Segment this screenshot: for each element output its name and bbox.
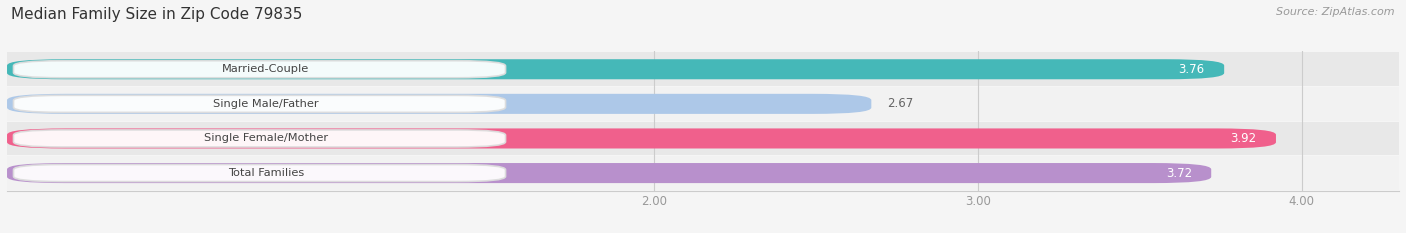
- Text: 3.92: 3.92: [1230, 132, 1257, 145]
- Text: 3.72: 3.72: [1166, 167, 1192, 180]
- Text: Median Family Size in Zip Code 79835: Median Family Size in Zip Code 79835: [11, 7, 302, 22]
- Text: Source: ZipAtlas.com: Source: ZipAtlas.com: [1277, 7, 1395, 17]
- FancyBboxPatch shape: [7, 94, 872, 114]
- FancyBboxPatch shape: [7, 163, 1211, 183]
- FancyBboxPatch shape: [7, 87, 1399, 121]
- Text: Single Female/Mother: Single Female/Mother: [204, 134, 328, 144]
- Text: Single Male/Father: Single Male/Father: [214, 99, 319, 109]
- FancyBboxPatch shape: [14, 61, 506, 78]
- FancyBboxPatch shape: [7, 52, 1399, 86]
- Text: 3.76: 3.76: [1178, 63, 1205, 76]
- FancyBboxPatch shape: [14, 95, 506, 112]
- FancyBboxPatch shape: [7, 156, 1399, 190]
- FancyBboxPatch shape: [7, 128, 1277, 148]
- FancyBboxPatch shape: [7, 121, 1399, 155]
- Text: Married-Couple: Married-Couple: [222, 64, 309, 74]
- Text: Total Families: Total Families: [228, 168, 304, 178]
- FancyBboxPatch shape: [7, 59, 1225, 79]
- FancyBboxPatch shape: [14, 164, 506, 182]
- FancyBboxPatch shape: [14, 130, 506, 147]
- Text: 2.67: 2.67: [887, 97, 914, 110]
